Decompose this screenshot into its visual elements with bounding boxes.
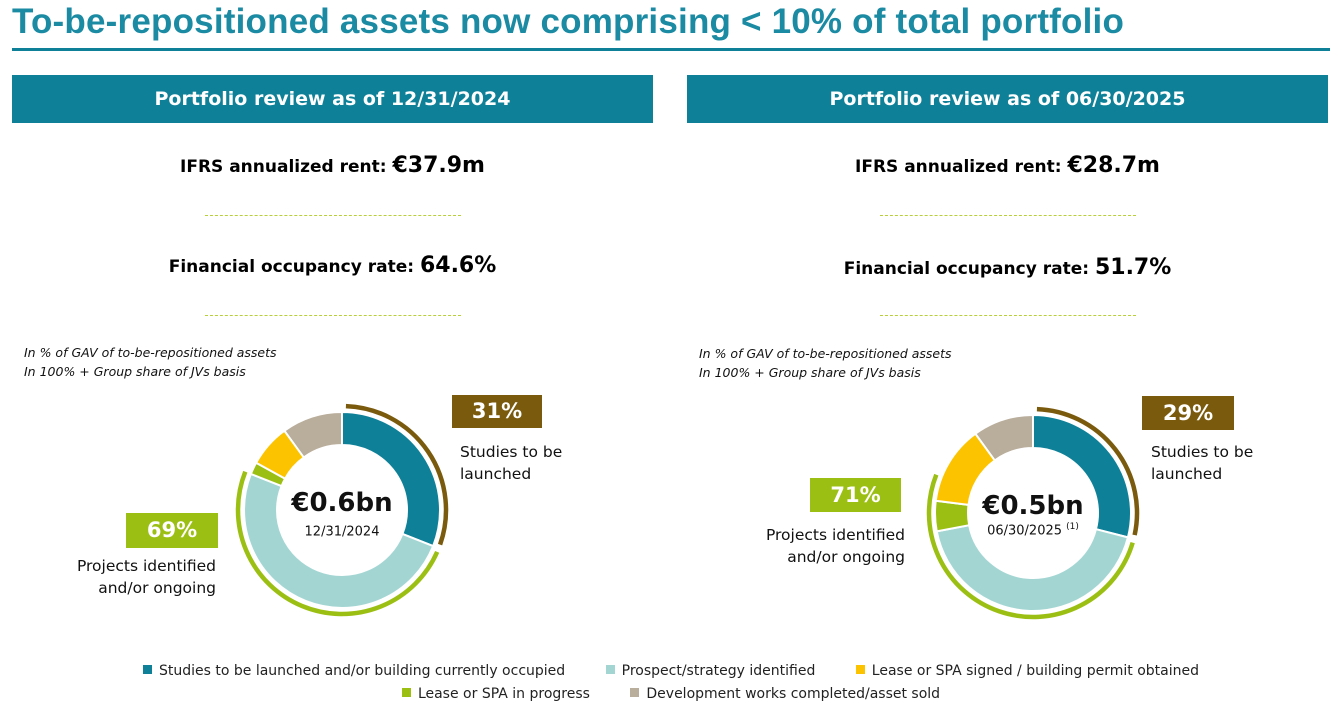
slice-completed — [974, 413, 1034, 462]
donut-chart-2024 — [235, 403, 449, 617]
group-arc-projects — [235, 470, 440, 617]
center-footnote: (1) — [1066, 522, 1079, 532]
legend-swatch-lease-progress — [401, 688, 411, 697]
legend-label: Studies to be launched and/or building c… — [159, 663, 566, 679]
panel-header: Portfolio review as of 06/30/2025 — [687, 75, 1328, 123]
occupancy-value: 51.7% — [1094, 255, 1172, 280]
legend-item: Lease or SPA signed / building permit ob… — [855, 663, 1199, 679]
slice-completed — [283, 410, 343, 459]
projects-badge: 71% — [810, 478, 901, 512]
occupancy-label: Financial occupancy rate — [843, 259, 1083, 279]
panel-header: Portfolio review as of 12/31/2024 — [12, 75, 653, 123]
rent-kpi: IFRS annualized rent: €37.9m — [180, 153, 485, 178]
projects-badge: 69% — [126, 513, 218, 548]
occupancy-value: 64.6% — [419, 253, 497, 278]
legend-label: Prospect/strategy identified — [621, 663, 816, 679]
title-underline — [12, 48, 1330, 51]
center-value: €0.5bn — [982, 491, 1084, 521]
studies-text-line-1: Studies to be — [1151, 443, 1254, 461]
slice-studies — [341, 410, 441, 548]
legend-row-2: Lease or SPA in progress Development wor… — [0, 686, 1342, 702]
studies-description: Studies to be launched — [1151, 441, 1253, 485]
group-arc-studies — [345, 403, 449, 546]
rent-value: €28.7m — [1067, 153, 1160, 178]
separator — [205, 315, 461, 316]
studies-text-line-2: launched — [1151, 465, 1223, 483]
occupancy-label: Financial occupancy rate — [168, 257, 408, 277]
studies-text-line-2: launched — [460, 465, 532, 483]
legend-item: Development works completed/asset sold — [630, 686, 940, 702]
studies-badge: 31% — [452, 395, 542, 428]
legend-item: Studies to be launched and/or building c… — [143, 663, 565, 679]
legend-swatch-prospect — [605, 665, 615, 674]
separator — [205, 215, 461, 216]
separator — [880, 315, 1136, 316]
legend-swatch-completed — [630, 688, 640, 697]
rent-kpi: IFRS annualized rent: €28.7m — [855, 153, 1160, 178]
center-date-text: 06/30/2025 — [987, 523, 1063, 539]
occupancy-kpi: Financial occupancy rate: 64.6% — [168, 253, 497, 278]
projects-text-line-1: Projects identified — [765, 526, 905, 544]
legend-item: Lease or SPA in progress — [401, 686, 590, 702]
projects-description: Projects identified and/or ongoing — [70, 555, 216, 599]
rent-label: IFRS annualized rent — [855, 157, 1055, 177]
page-title: To-be-repositioned assets now comprising… — [12, 2, 1125, 41]
legend-label: Lease or SPA signed / building permit ob… — [871, 663, 1199, 679]
studies-text-line-1: Studies to be — [460, 443, 563, 461]
note-line-1: In % of GAV of to-be-repositioned assets — [699, 346, 952, 361]
center-date: 06/30/2025 (1) — [950, 522, 1116, 538]
group-arc-projects — [926, 473, 1135, 620]
chart-note: In % of GAV of to-be-repositioned assets… — [699, 344, 952, 382]
legend-swatch-studies — [143, 665, 152, 674]
legend-swatch-lease-signed — [855, 665, 865, 674]
legend-item: Prospect/strategy identified — [605, 663, 816, 679]
studies-description: Studies to be launched — [460, 441, 562, 485]
center-date: 12/31/2024 — [259, 523, 425, 539]
legend-row-1: Studies to be launched and/or building c… — [0, 663, 1342, 679]
note-line-1: In % of GAV of to-be-repositioned assets — [24, 345, 277, 360]
separator — [880, 215, 1136, 216]
projects-text-line-1: Projects identified — [76, 557, 216, 575]
legend-label: Lease or SPA in progress — [417, 686, 590, 702]
slice-prospect — [243, 472, 435, 609]
projects-text-line-2: and/or ongoing — [787, 548, 905, 566]
group-arc-studies — [1036, 406, 1140, 536]
slice-prospect — [935, 524, 1130, 612]
note-line-2: In 100% + Group share of JVs basis — [24, 364, 246, 379]
panel-2024: Portfolio review as of 12/31/2024 IFRS a… — [12, 75, 653, 703]
projects-description: Projects identified and/or ongoing — [755, 524, 905, 568]
chart-note: In % of GAV of to-be-repositioned assets… — [24, 343, 277, 381]
rent-label: IFRS annualized rent — [180, 157, 380, 177]
rent-value: €37.9m — [392, 153, 485, 178]
panel-2025: Portfolio review as of 06/30/2025 IFRS a… — [687, 75, 1328, 703]
legend-label: Development works completed/asset sold — [646, 686, 941, 702]
projects-text-line-2: and/or ongoing — [98, 579, 216, 597]
center-date-text: 12/31/2024 — [304, 524, 380, 540]
studies-badge: 29% — [1142, 396, 1234, 430]
note-line-2: In 100% + Group share of JVs basis — [699, 365, 921, 380]
donut-chart-2025 — [926, 406, 1140, 620]
occupancy-kpi: Financial occupancy rate: 51.7% — [843, 255, 1172, 280]
center-value: €0.6bn — [291, 488, 393, 518]
